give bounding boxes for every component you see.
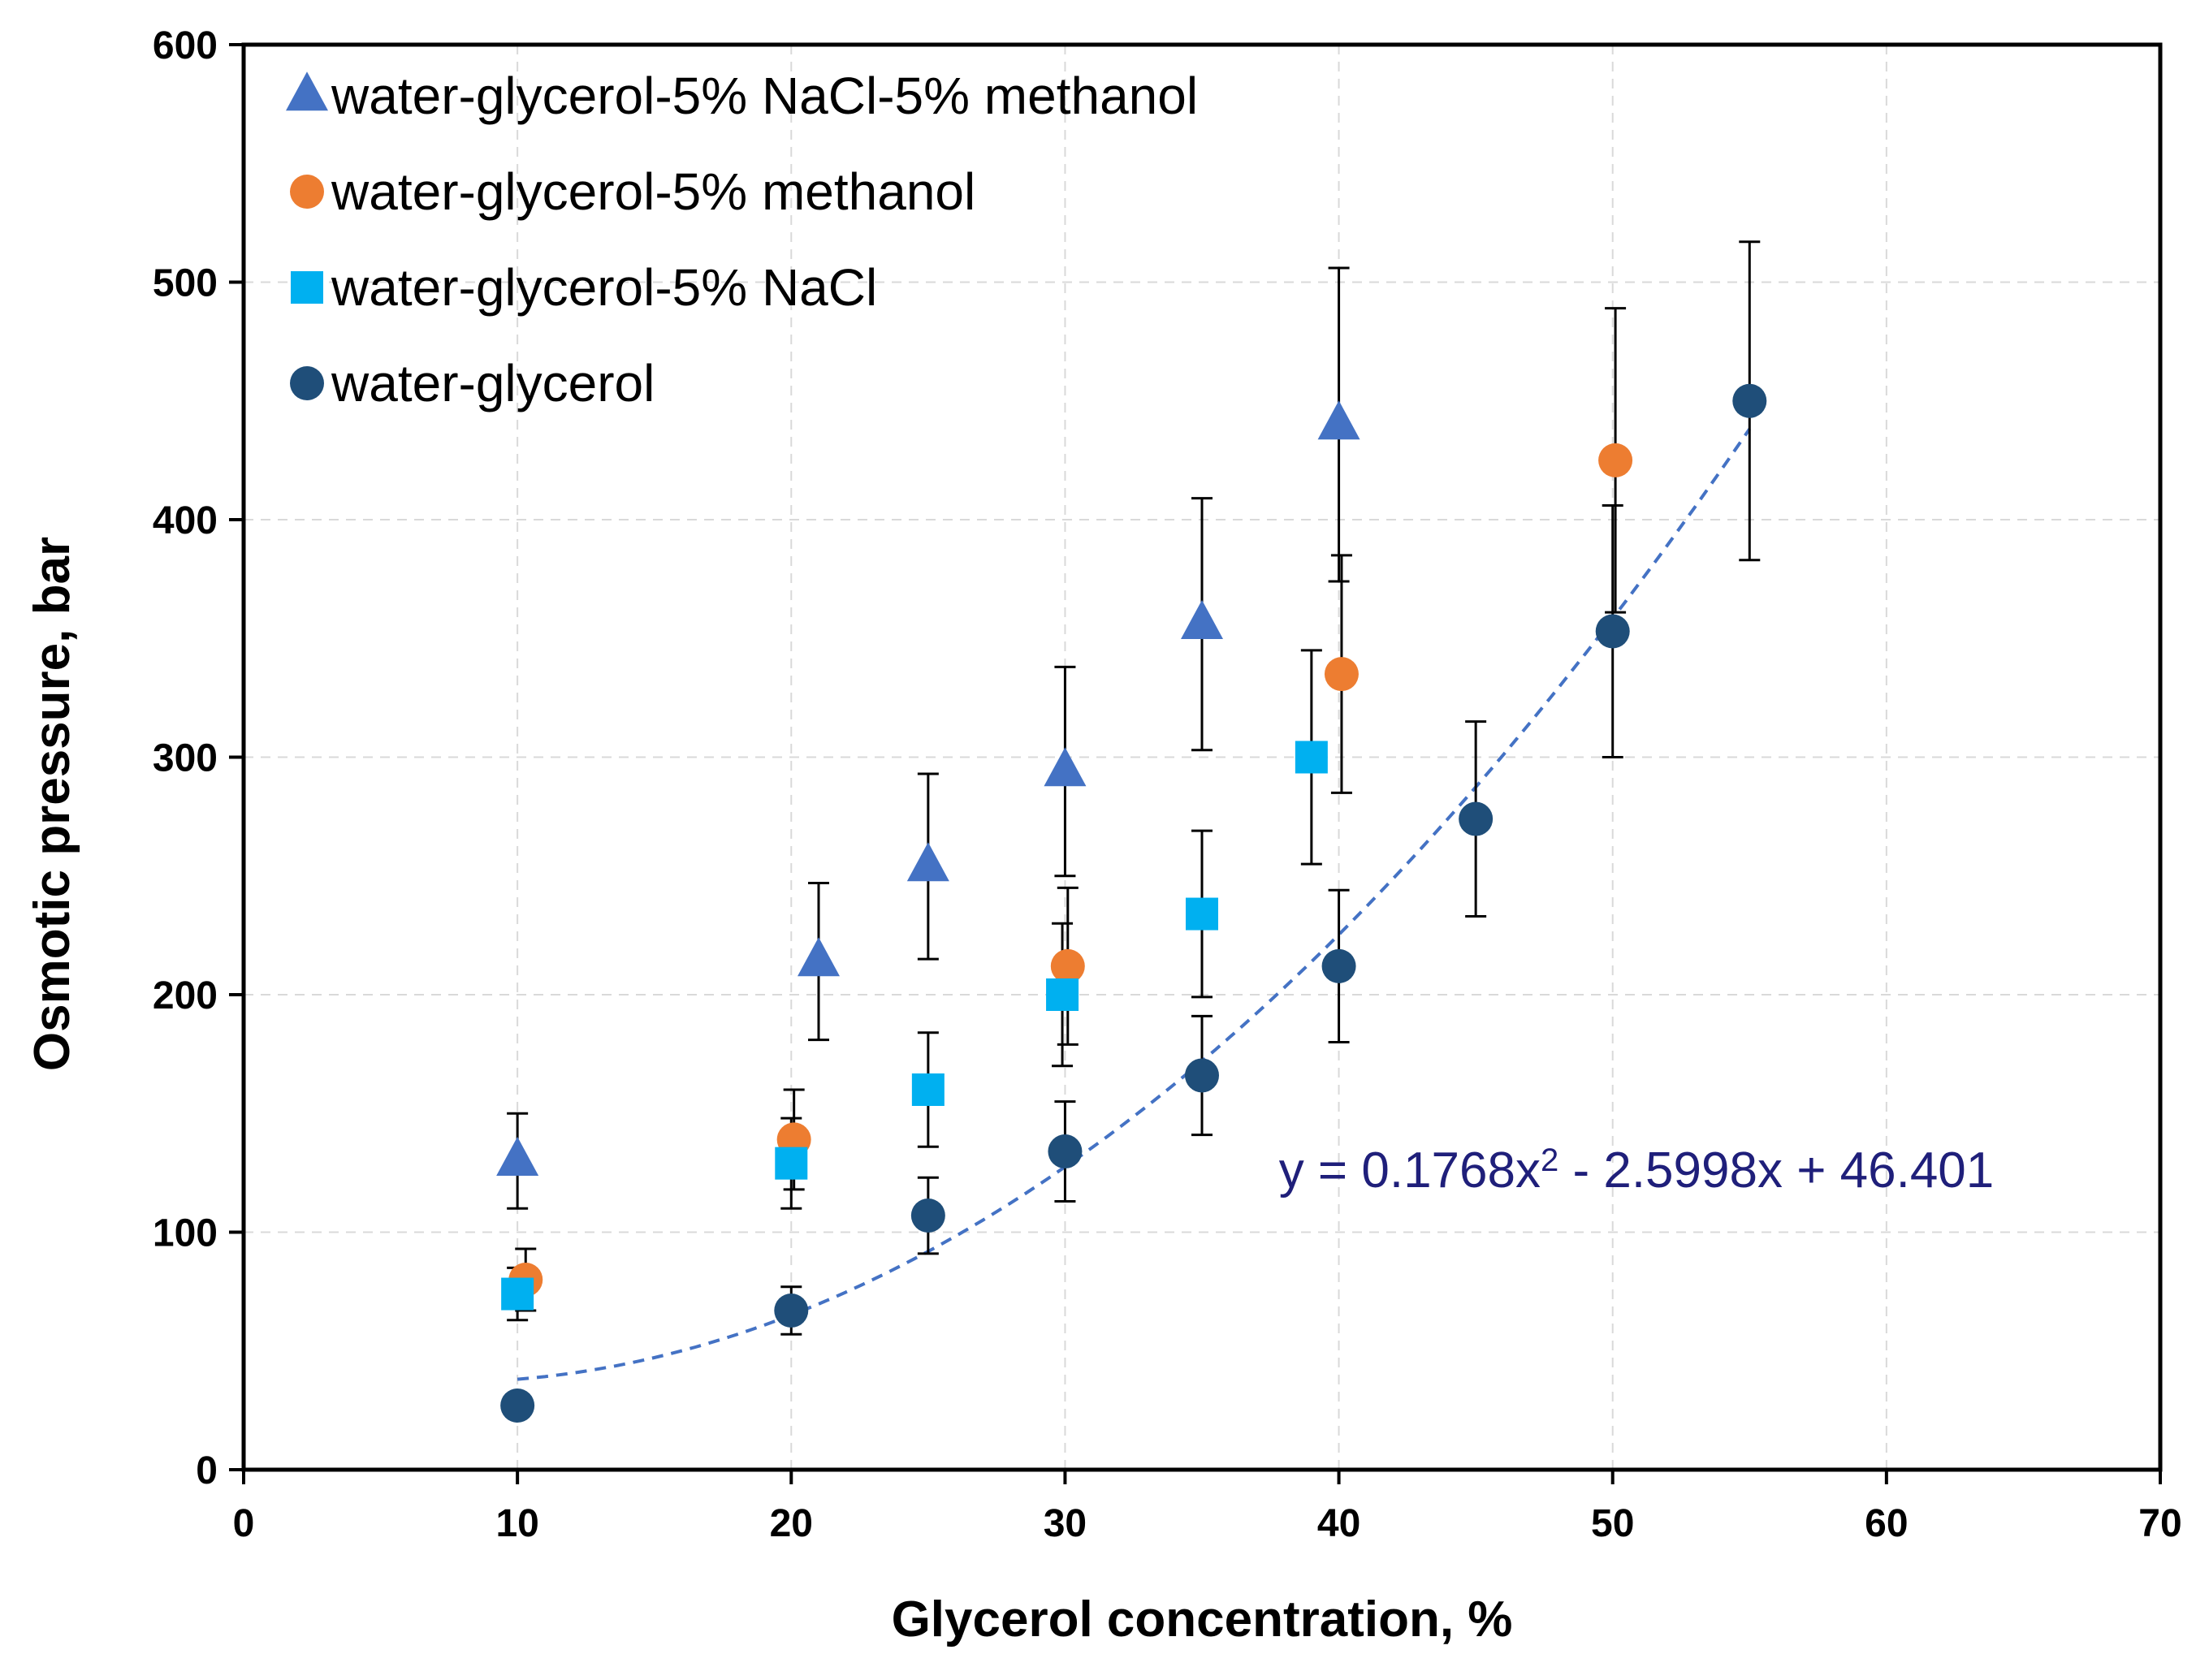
y-tick-label: 500: [153, 262, 218, 305]
y-tick-label: 200: [153, 974, 218, 1017]
data-point-series-4: [910, 1198, 945, 1233]
x-tick-label: 10: [495, 1502, 538, 1545]
legend-marker: [291, 271, 323, 304]
legend-marker: [290, 175, 324, 209]
x-tick-label: 60: [1865, 1502, 1908, 1545]
data-point-series-4: [1185, 1058, 1219, 1093]
legend-label: water-glycerol-5% NaCl-5% methanol: [331, 67, 1198, 125]
data-point-series-4: [500, 1388, 535, 1423]
y-axis-title: Osmotic pressure, bar: [24, 537, 80, 1071]
data-point-series-1: [906, 842, 949, 882]
data-point-series-4: [1321, 948, 1356, 983]
x-tick-label: 40: [1317, 1502, 1360, 1545]
data-point-series-4: [774, 1293, 809, 1328]
y-tick-label: 100: [153, 1212, 218, 1255]
data-point-series-4: [1048, 1134, 1083, 1169]
y-tick-label: 400: [153, 499, 218, 542]
data-point-series-4: [1595, 614, 1630, 649]
legend-marker: [290, 366, 324, 400]
data-point-series-3: [1046, 978, 1079, 1011]
data-point-series-2: [1050, 948, 1085, 983]
x-axis-title: Glycerol concentration, %: [892, 1591, 1513, 1648]
data-point-series-3: [501, 1277, 534, 1311]
data-point-series-1: [798, 937, 840, 977]
equation-suffix: - 2.5998x + 46.401: [1558, 1142, 1994, 1198]
legend-label: water-glycerol: [331, 354, 655, 412]
data-point-series-1: [496, 1136, 539, 1176]
equation-prefix: y = 0.1768x: [1279, 1142, 1541, 1198]
legend-label: water-glycerol-5% NaCl: [331, 258, 877, 317]
y-tick-label: 0: [196, 1449, 218, 1492]
data-point-series-3: [1186, 897, 1218, 931]
data-point-series-3: [911, 1073, 945, 1106]
equation-exponent: 2: [1541, 1142, 1558, 1178]
x-tick-label: 20: [770, 1502, 813, 1545]
y-tick-label: 300: [153, 737, 218, 780]
data-point-series-4: [1732, 383, 1767, 418]
data-point-series-3: [1295, 741, 1328, 774]
legend: water-glycerol-5% NaCl-5% methanol water-…: [286, 67, 1198, 412]
x-tick-label: 50: [1591, 1502, 1634, 1545]
y-tick-label: 600: [153, 24, 218, 67]
data-point-series-4: [1459, 801, 1494, 836]
trendline: [517, 428, 1751, 1381]
data-point-series-1: [1181, 599, 1223, 639]
data-point-series-3: [775, 1147, 808, 1180]
data-markers: [496, 383, 1767, 1423]
legend-marker: [286, 71, 328, 111]
x-tick-label: 30: [1044, 1502, 1087, 1545]
trendline-equation: y = 0.1768x2 - 2.5998x + 46.401: [1279, 1142, 1995, 1198]
data-point-series-1: [1317, 400, 1360, 440]
data-point-series-2: [1324, 657, 1359, 692]
x-tick-label: 70: [2138, 1502, 2181, 1545]
data-point-series-2: [1598, 443, 1633, 477]
data-point-series-1: [1044, 747, 1087, 787]
axis-ticks: 0 10 20 30 40 50 60 70 0 100 200 300 400 500 600: [153, 24, 2182, 1545]
x-tick-label: 0: [233, 1502, 255, 1545]
legend-label: water-glycerol-5% methanol: [331, 162, 975, 221]
